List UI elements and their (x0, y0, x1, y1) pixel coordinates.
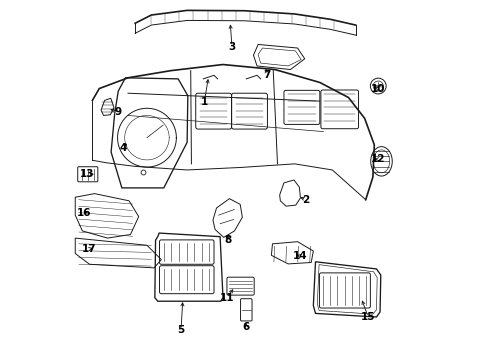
Text: 2: 2 (302, 195, 309, 205)
Text: 9: 9 (114, 107, 121, 117)
Text: 8: 8 (224, 235, 231, 245)
Text: 3: 3 (228, 42, 235, 51)
Text: 16: 16 (77, 208, 91, 218)
Text: 4: 4 (120, 143, 127, 153)
Text: 17: 17 (82, 244, 97, 254)
Text: 12: 12 (370, 154, 385, 164)
Text: 5: 5 (177, 325, 184, 335)
Text: 13: 13 (80, 169, 95, 179)
Text: 7: 7 (263, 70, 270, 80)
Text: 10: 10 (370, 84, 385, 94)
Text: 15: 15 (360, 312, 375, 322)
Text: 14: 14 (292, 251, 307, 261)
Text: 11: 11 (219, 293, 233, 303)
Text: 6: 6 (242, 322, 249, 332)
Text: 1: 1 (200, 97, 207, 107)
